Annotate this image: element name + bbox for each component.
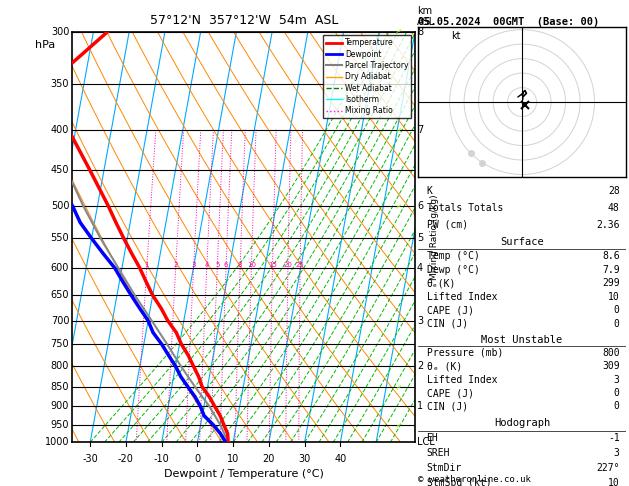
Text: 10: 10 xyxy=(608,478,620,486)
Text: 750: 750 xyxy=(50,339,69,349)
Text: 2.36: 2.36 xyxy=(596,220,620,230)
Text: CIN (J): CIN (J) xyxy=(426,401,468,412)
Text: -30: -30 xyxy=(82,454,98,465)
Text: kt: kt xyxy=(451,31,460,41)
Text: © weatheronline.co.uk: © weatheronline.co.uk xyxy=(418,474,531,484)
Text: CAPE (J): CAPE (J) xyxy=(426,305,474,315)
Text: EH: EH xyxy=(426,433,438,443)
Text: 8: 8 xyxy=(238,262,242,268)
Text: CAPE (J): CAPE (J) xyxy=(426,388,474,398)
Text: ~: ~ xyxy=(393,381,406,393)
Text: Dewp (°C): Dewp (°C) xyxy=(426,264,479,275)
Text: Surface: Surface xyxy=(500,238,544,247)
Legend: Temperature, Dewpoint, Parcel Trajectory, Dry Adiabat, Wet Adiabat, Isotherm, Mi: Temperature, Dewpoint, Parcel Trajectory… xyxy=(323,35,411,118)
Text: 700: 700 xyxy=(51,315,69,326)
Text: 0: 0 xyxy=(614,401,620,412)
Text: 0: 0 xyxy=(614,388,620,398)
Text: 227°: 227° xyxy=(596,463,620,473)
Text: 850: 850 xyxy=(51,382,69,392)
Text: 8: 8 xyxy=(417,27,423,36)
Text: 05.05.2024  00GMT  (Base: 00): 05.05.2024 00GMT (Base: 00) xyxy=(418,17,599,27)
Text: 400: 400 xyxy=(51,125,69,135)
Text: ~: ~ xyxy=(393,25,406,38)
Text: -20: -20 xyxy=(118,454,134,465)
Text: θₑ(K): θₑ(K) xyxy=(426,278,456,288)
Text: CIN (J): CIN (J) xyxy=(426,319,468,329)
Text: km
ASL: km ASL xyxy=(417,6,435,28)
Text: 3: 3 xyxy=(614,375,620,385)
Text: Totals Totals: Totals Totals xyxy=(426,203,503,213)
Text: Temp (°C): Temp (°C) xyxy=(426,251,479,261)
Text: 7: 7 xyxy=(417,125,423,135)
Text: 3: 3 xyxy=(614,448,620,458)
Text: ~: ~ xyxy=(393,314,406,327)
Text: 4: 4 xyxy=(417,263,423,273)
Text: 0: 0 xyxy=(194,454,201,465)
Text: 0: 0 xyxy=(614,319,620,329)
Text: 450: 450 xyxy=(51,165,69,175)
Text: 25: 25 xyxy=(296,262,304,268)
Text: 1: 1 xyxy=(417,401,423,411)
Text: 20: 20 xyxy=(284,262,292,268)
Text: ~: ~ xyxy=(393,199,406,212)
Text: 5: 5 xyxy=(215,262,220,268)
Text: 1: 1 xyxy=(145,262,149,268)
Text: Hodograph: Hodograph xyxy=(494,418,550,428)
Text: 6: 6 xyxy=(224,262,228,268)
Text: 10: 10 xyxy=(227,454,239,465)
Text: Lifted Index: Lifted Index xyxy=(426,375,497,385)
Text: ~: ~ xyxy=(393,123,406,136)
Text: 299: 299 xyxy=(602,278,620,288)
Text: 10: 10 xyxy=(247,262,256,268)
Text: 8.6: 8.6 xyxy=(602,251,620,261)
Text: 3: 3 xyxy=(191,262,196,268)
Text: 15: 15 xyxy=(268,262,277,268)
Text: 950: 950 xyxy=(51,420,69,430)
Text: 2: 2 xyxy=(417,361,423,371)
Text: 28: 28 xyxy=(608,186,620,196)
Text: LCL: LCL xyxy=(417,437,435,447)
Text: 800: 800 xyxy=(602,348,620,358)
Text: 1000: 1000 xyxy=(45,437,69,447)
Text: Pressure (mb): Pressure (mb) xyxy=(426,348,503,358)
Text: 4: 4 xyxy=(204,262,209,268)
Text: 40: 40 xyxy=(334,454,347,465)
Text: ~: ~ xyxy=(393,418,406,431)
Text: 6: 6 xyxy=(417,201,423,211)
Text: Most Unstable: Most Unstable xyxy=(481,334,563,345)
Text: Dewpoint / Temperature (°C): Dewpoint / Temperature (°C) xyxy=(164,469,324,479)
Text: hPa: hPa xyxy=(35,40,55,50)
Text: θₑ (K): θₑ (K) xyxy=(426,361,462,371)
Text: 57°12'N  357°12'W  54m  ASL: 57°12'N 357°12'W 54m ASL xyxy=(150,14,338,27)
Text: Mixing Ratio (g/kg): Mixing Ratio (g/kg) xyxy=(430,194,438,280)
Text: 300: 300 xyxy=(51,27,69,36)
Text: 3: 3 xyxy=(417,315,423,326)
Text: PW (cm): PW (cm) xyxy=(426,220,468,230)
Text: SREH: SREH xyxy=(426,448,450,458)
Text: 500: 500 xyxy=(51,201,69,211)
Text: 350: 350 xyxy=(51,79,69,89)
Text: 650: 650 xyxy=(51,290,69,300)
Text: 800: 800 xyxy=(51,361,69,371)
Text: 30: 30 xyxy=(299,454,311,465)
Text: 309: 309 xyxy=(602,361,620,371)
Text: 10: 10 xyxy=(608,292,620,302)
Text: 600: 600 xyxy=(51,263,69,273)
Text: StmSpd (kt): StmSpd (kt) xyxy=(426,478,491,486)
Text: 20: 20 xyxy=(263,454,275,465)
Text: 550: 550 xyxy=(50,233,69,243)
Text: K: K xyxy=(426,186,433,196)
Text: 7.9: 7.9 xyxy=(602,264,620,275)
Text: 2: 2 xyxy=(174,262,178,268)
Text: 0: 0 xyxy=(614,305,620,315)
Text: -1: -1 xyxy=(608,433,620,443)
Text: 5: 5 xyxy=(417,233,423,243)
Text: StmDir: StmDir xyxy=(426,463,462,473)
Text: Lifted Index: Lifted Index xyxy=(426,292,497,302)
Text: 900: 900 xyxy=(51,401,69,411)
Text: -10: -10 xyxy=(154,454,170,465)
Text: 48: 48 xyxy=(608,203,620,213)
